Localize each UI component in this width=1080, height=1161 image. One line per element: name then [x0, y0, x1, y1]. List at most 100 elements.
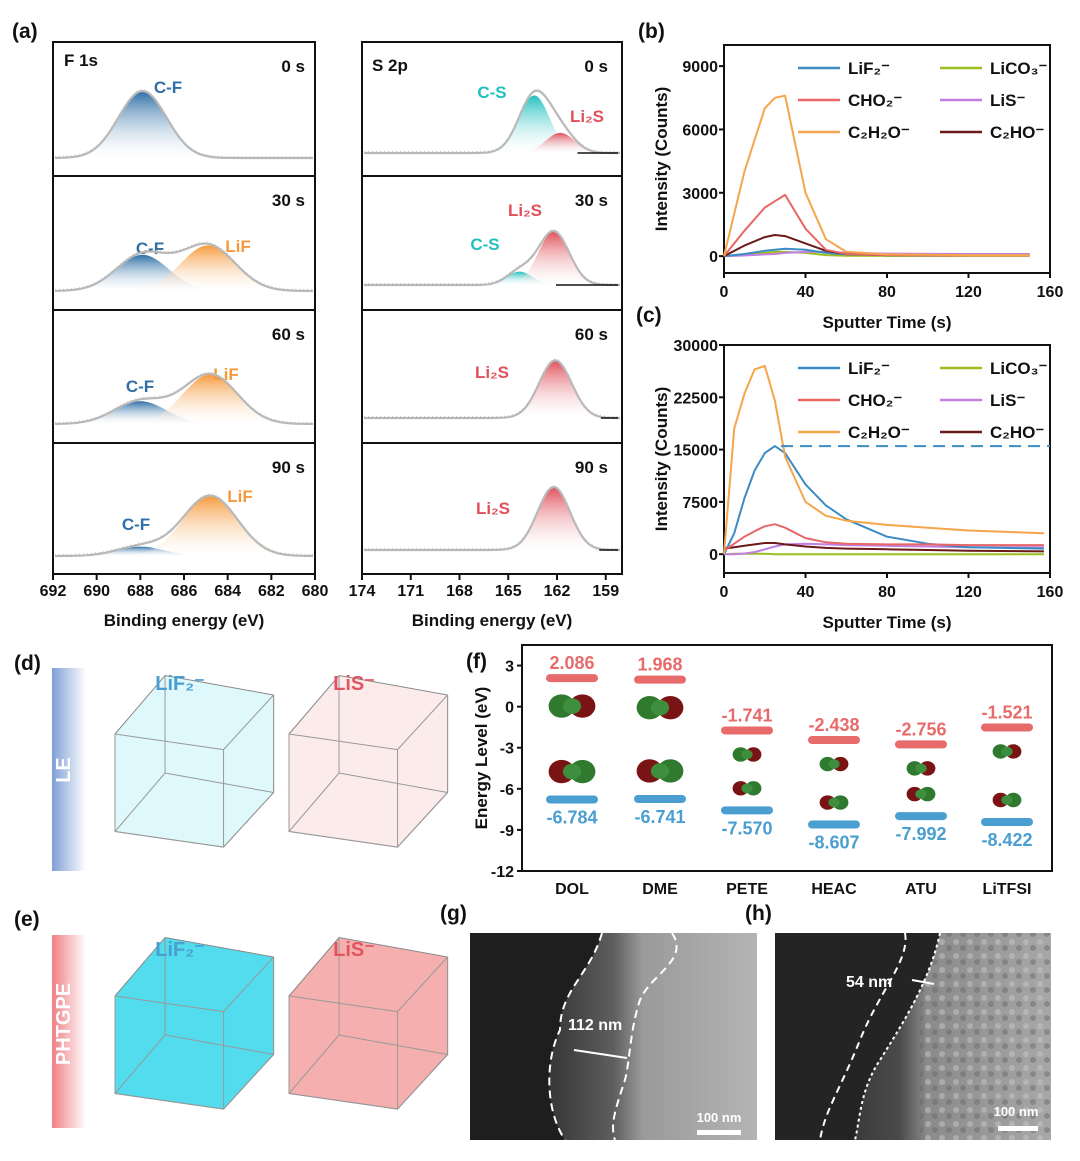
cube-edge	[223, 694, 274, 750]
fitted-peak-li2s	[498, 360, 613, 418]
energy-level-chart: 3 0 -3 -6 -9 -12 Energy Level (eV) DOL 2.086 -6.7…	[472, 644, 1053, 898]
y-tick-label: 3	[505, 659, 514, 676]
cube-body	[288, 936, 449, 1110]
y-tick-label: 3000	[682, 186, 718, 203]
y-tick-label: -9	[500, 823, 514, 840]
h-scale-bar	[998, 1126, 1038, 1131]
peak-label: C-F	[126, 377, 154, 396]
category-label: PETE	[726, 881, 768, 898]
s2p-title: S 2p	[372, 56, 408, 75]
cube-edge	[288, 831, 398, 848]
legend-label: CHO₂⁻	[848, 391, 902, 410]
x-tick-label: 174	[349, 583, 376, 600]
lumo-orbital	[562, 698, 582, 714]
series-line-c2ho	[723, 542, 1044, 553]
y-tick-label: 0	[709, 249, 718, 266]
sputter-time-label: 30 s	[272, 191, 305, 210]
lumo-orbital	[741, 749, 753, 760]
xps-frame	[52, 41, 316, 575]
peak-label: LiF	[225, 237, 251, 256]
x-tick-label: 80	[878, 284, 896, 301]
tof-sims-chart-b: 0 40 80 120 160 0 3000 6000 9000 Sputter Time (s)…	[652, 44, 1063, 332]
e-lif2-label: LiF₂⁻	[155, 939, 204, 961]
x-tick-label: 682	[258, 583, 285, 600]
cube-edge	[114, 772, 166, 832]
interface-line-outer	[612, 932, 678, 1141]
cube-edge	[114, 1093, 224, 1110]
sputter-time-label: 60 s	[575, 325, 608, 344]
panel-label-b: (b)	[638, 20, 665, 43]
peak-label: C-F	[122, 515, 150, 534]
cube-edge	[114, 733, 224, 751]
y-tick-label: -12	[491, 864, 514, 881]
homo-orbital	[650, 763, 670, 779]
peak-label: Li₂S	[570, 107, 604, 126]
sputter-time-label: 0 s	[281, 57, 305, 76]
raw-data-points	[364, 484, 620, 549]
h-thickness-arrow	[911, 979, 935, 985]
legend-label: C₂HO⁻	[990, 123, 1044, 142]
panel-label-h: (h)	[745, 902, 772, 925]
series-line-lif2	[723, 445, 1044, 555]
homo-value: -8.422	[981, 830, 1032, 850]
fitted-peak-lif	[114, 495, 306, 556]
peak-label: LiF	[213, 365, 239, 384]
sputter-time-label: 30 s	[575, 191, 608, 210]
d-lif2-cube	[114, 674, 275, 848]
g-scale-bar	[697, 1130, 741, 1135]
legend-label: C₂H₂O⁻	[848, 123, 910, 142]
e-lis-label: LiS⁻	[333, 939, 375, 961]
sputter-time-label: 0 s	[584, 57, 608, 76]
thickness-arrow	[573, 1049, 628, 1059]
plot-frame	[723, 344, 1051, 574]
g-scale-label: 100 nm	[697, 1110, 742, 1125]
cube-edge	[288, 1034, 340, 1094]
tof-sims-chart-c: 0 40 80 120 160 0 7500 15000 22500 30000 Sputter T…	[652, 338, 1063, 632]
lumo-value: 1.968	[637, 655, 682, 675]
y-tick-label: 30000	[674, 338, 719, 355]
d-lis-cube	[288, 674, 449, 848]
y-tick-label: 0	[505, 700, 514, 717]
homo-orbital	[562, 763, 582, 780]
lumo-value: 2.086	[549, 653, 594, 673]
cube-edge	[114, 831, 224, 848]
x-tick-label: 690	[83, 583, 110, 600]
envelope-curve	[55, 372, 314, 426]
x-tick-label: 165	[495, 583, 522, 600]
sputter-time-label: 90 s	[575, 458, 608, 477]
plot-frame	[723, 44, 1051, 274]
y-tick-label: -6	[500, 782, 514, 799]
xps-frame	[361, 41, 623, 575]
cube-edge	[338, 772, 448, 793]
homo-orbital	[915, 789, 927, 799]
s2p-xlabel: Binding energy (eV)	[412, 611, 573, 630]
envelope-curve	[55, 494, 313, 558]
plot-frame	[521, 644, 1053, 872]
panel-label-a: (a)	[12, 20, 38, 43]
homo-value: -6.741	[634, 807, 685, 827]
envelope-curve	[55, 89, 313, 160]
fitted-peak-li2s	[499, 231, 608, 285]
series-line-c2h2o	[723, 94, 1030, 257]
legend-label: LiS⁻	[990, 391, 1025, 410]
cube-edge	[114, 995, 224, 1013]
panel-label-d: (d)	[14, 652, 41, 675]
x-tick-label: 162	[544, 583, 571, 600]
fitted-peak-cf	[48, 401, 233, 424]
x-tick-label: 40	[797, 284, 815, 301]
x-tick-label: 168	[446, 583, 473, 600]
lumo-value: -1.521	[981, 702, 1032, 722]
cube-edge	[338, 1034, 448, 1055]
x-tick-label: 684	[214, 583, 241, 600]
cube-edge	[288, 733, 398, 751]
lumo-orbital	[828, 759, 840, 769]
tem-dark-region	[470, 933, 602, 1140]
cube-edge	[288, 995, 398, 1013]
lumo-orbital	[650, 699, 670, 716]
tem-image-g: 112 nm 100 nm	[470, 932, 757, 1141]
x-axis-title: Sputter Time (s)	[822, 613, 951, 632]
lumo-orbital	[1001, 746, 1013, 757]
raw-data-points	[54, 241, 313, 290]
y-tick-label: -3	[500, 741, 514, 758]
